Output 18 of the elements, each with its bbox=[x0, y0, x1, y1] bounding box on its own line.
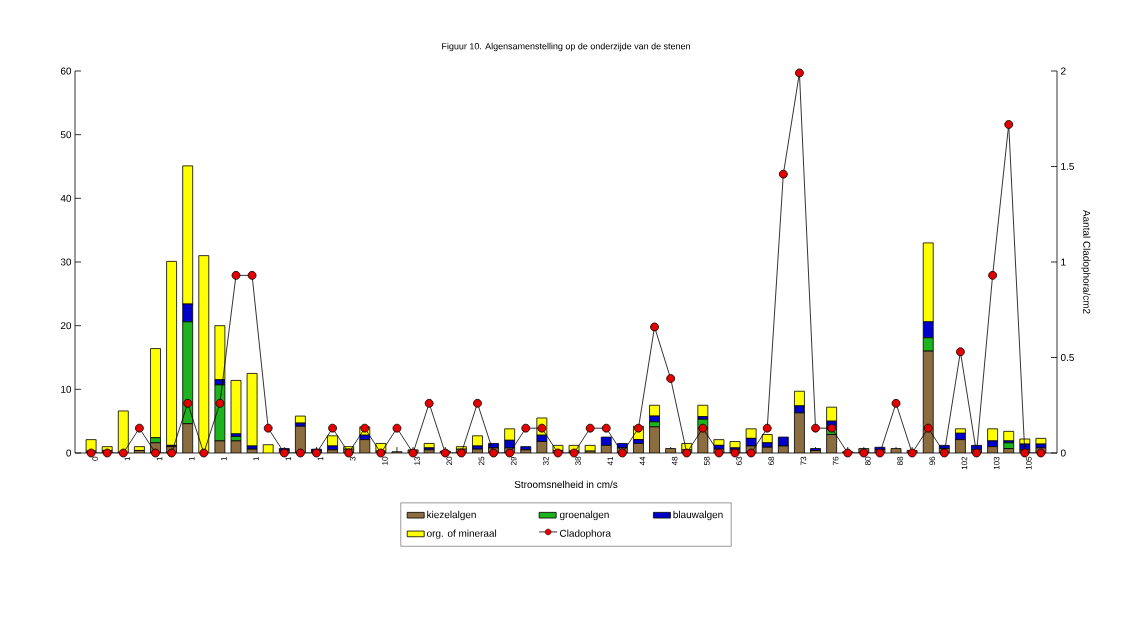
y2-tick-label: 1 bbox=[1061, 258, 1066, 266]
x-axis-title: Stroomsnelheid in cm/s bbox=[514, 480, 618, 488]
y-tick-label: 30 bbox=[60, 258, 72, 266]
y-tick-label: 10 bbox=[61, 385, 72, 393]
y-tick-label: 60 bbox=[60, 67, 72, 75]
legend-label: groenalgen bbox=[559, 510, 609, 521]
y-tick-label: 40 bbox=[60, 194, 72, 202]
y-tick-label: 50 bbox=[60, 131, 72, 139]
legend-label: blauwalgen bbox=[673, 510, 723, 521]
y2-tick-label: 2 bbox=[1061, 67, 1066, 75]
chart-title: Figuur 10. Algensamenstelling op de onderzijde van de stenen bbox=[442, 42, 690, 52]
legend-label: kiezelalgen bbox=[427, 510, 476, 521]
y2-tick-label: 0.5 bbox=[1060, 353, 1074, 362]
y-tick-label: 20 bbox=[60, 322, 72, 330]
y2-axis-title: Aantal Cladophora/cm2 bbox=[1081, 209, 1091, 314]
y2-tick-label: 1.5 bbox=[1061, 163, 1074, 170]
legend-label: org. of mineraal bbox=[427, 529, 497, 539]
legend-label: Cladophora bbox=[560, 529, 612, 539]
